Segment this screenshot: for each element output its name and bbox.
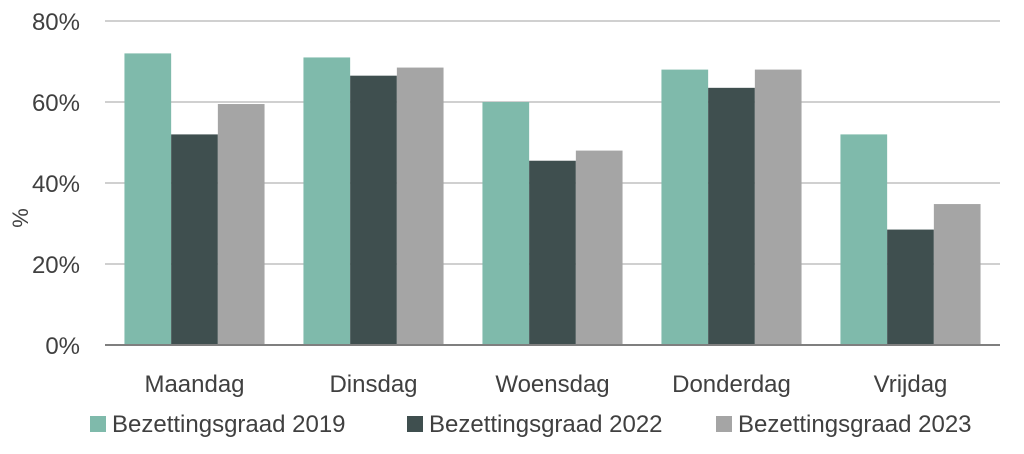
bar-maandag-1: [171, 134, 218, 345]
bar-vrijdag-1: [887, 229, 934, 345]
bar-dinsdag-1: [350, 75, 397, 346]
y-tick-label: 80%: [32, 9, 80, 36]
bar-vrijdag-0: [840, 134, 888, 345]
y-axis-label: %: [8, 208, 33, 228]
x-tick-label: Donderdag: [672, 371, 791, 398]
bar-donderdag-1: [708, 87, 755, 345]
bar-vrijdag-2: [933, 204, 981, 345]
bar-woensdag-2: [575, 150, 623, 345]
y-tick-label: 40%: [32, 171, 80, 198]
bar-woensdag-1: [529, 160, 576, 345]
legend-label: Bezettingsgraad 2022: [429, 411, 663, 438]
legend-swatch: [716, 416, 732, 432]
bar-dinsdag-0: [303, 57, 351, 345]
x-tick-label: Maandag: [144, 371, 244, 398]
y-tick-label: 0%: [45, 333, 80, 360]
legend-label: Bezettingsgraad 2023: [738, 411, 972, 438]
bar-maandag-0: [124, 53, 172, 346]
x-tick-label: Vrijdag: [874, 371, 948, 398]
bar-maandag-2: [217, 104, 265, 346]
legend-label: Bezettingsgraad 2019: [112, 411, 346, 438]
x-tick-label: Dinsdag: [329, 371, 417, 398]
x-tick-label: Woensdag: [495, 371, 609, 398]
y-tick-label: 20%: [32, 252, 80, 279]
bar-dinsdag-2: [396, 67, 444, 345]
y-tick-label: 60%: [32, 90, 80, 117]
legend-swatch: [90, 416, 106, 432]
bar-donderdag-2: [754, 69, 802, 345]
legend-swatch: [407, 416, 423, 432]
bar-donderdag-0: [661, 69, 709, 345]
bar-woensdag-0: [482, 102, 530, 345]
